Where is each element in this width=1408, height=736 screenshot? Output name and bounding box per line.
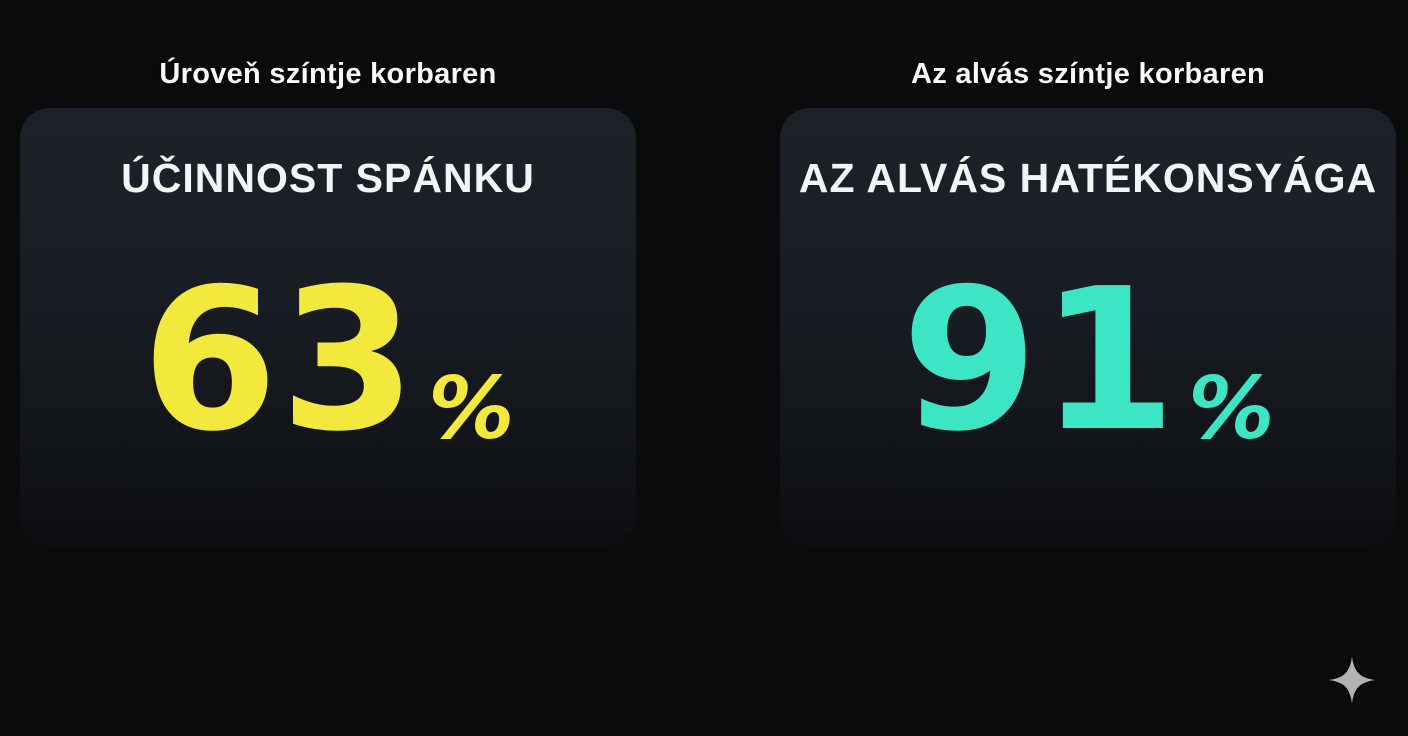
card-title-left: ÚČINNOST SPÁNKU — [121, 155, 535, 201]
sparkle-icon — [1328, 656, 1376, 704]
stat-number-left: 63 — [141, 247, 419, 475]
panel-left-header: Úroveň színtje korbaren — [159, 58, 497, 90]
stat-unit-right: % — [1188, 359, 1275, 459]
stat-number-right: 91 — [901, 247, 1179, 475]
sleep-efficiency-card-right: AZ ALVÁS HATÉKONSYÁGA 91 % — [780, 108, 1396, 546]
panel-right-header: Az alvás színtje korbaren — [910, 58, 1266, 90]
stat-left: 63 % — [20, 202, 636, 546]
stat-value-group-right: 91 % — [902, 263, 1275, 459]
stat-unit-left: % — [428, 359, 515, 459]
stat-right: 91 % — [780, 202, 1396, 546]
panel-left: Úroveň színtje korbaren ÚČINNOST SPÁNKU … — [20, 56, 636, 546]
card-title-right: AZ ALVÁS HATÉKONSYÁGA — [798, 155, 1378, 201]
stat-value-group-left: 63 % — [142, 263, 515, 459]
sleep-efficiency-card-left: ÚČINNOST SPÁNKU 63 % — [20, 108, 636, 546]
panel-right: Az alvás színtje korbaren AZ ALVÁS HATÉK… — [780, 56, 1396, 546]
